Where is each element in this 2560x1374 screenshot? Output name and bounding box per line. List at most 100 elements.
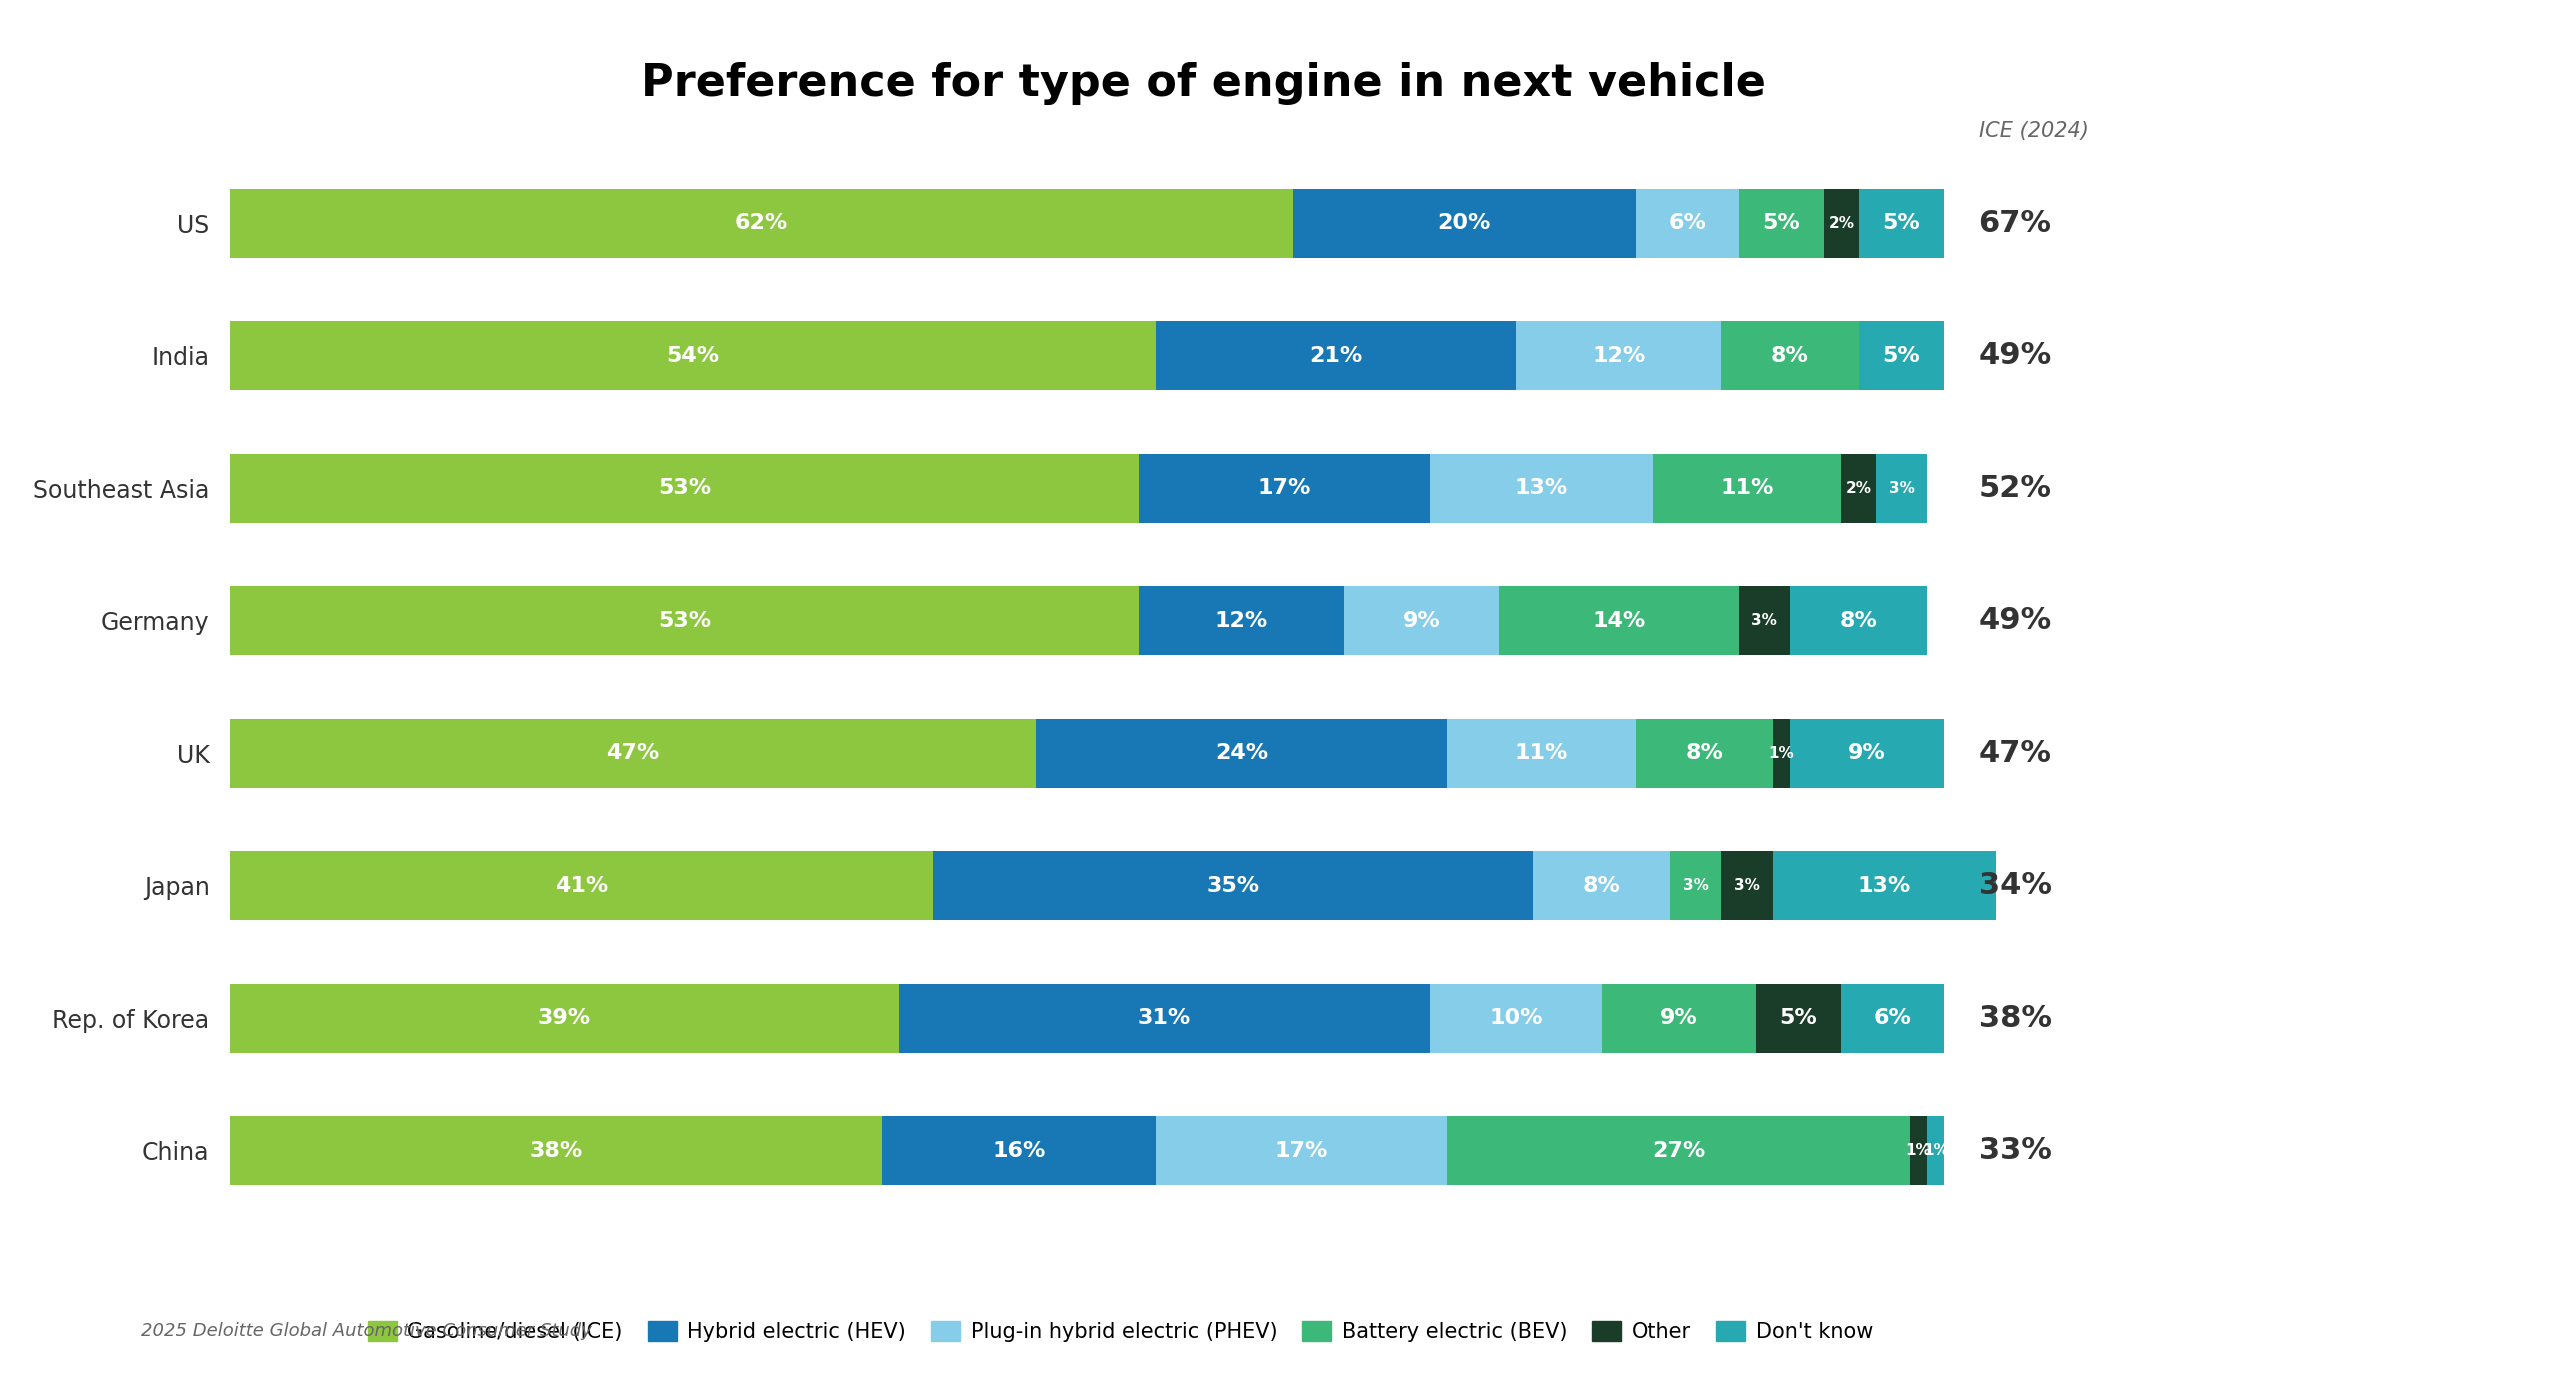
Bar — [1789, 719, 1943, 787]
Bar — [1344, 587, 1498, 655]
Text: 53%: 53% — [658, 478, 712, 499]
Text: 6%: 6% — [1669, 213, 1705, 234]
Bar — [1293, 190, 1636, 258]
Bar — [1037, 719, 1446, 787]
Text: 8%: 8% — [1582, 875, 1620, 896]
Text: Preference for type of engine in next vehicle: Preference for type of engine in next ve… — [640, 62, 1766, 104]
Bar — [881, 1116, 1157, 1184]
Text: 17%: 17% — [1275, 1140, 1329, 1161]
Text: 53%: 53% — [658, 611, 712, 631]
Text: 17%: 17% — [1257, 478, 1311, 499]
Bar — [230, 719, 1037, 787]
Text: 52%: 52% — [1979, 474, 2051, 503]
Bar — [1841, 984, 1943, 1052]
Text: 11%: 11% — [1720, 478, 1774, 499]
Text: 9%: 9% — [1659, 1009, 1697, 1028]
Bar — [230, 852, 932, 921]
Bar — [230, 984, 899, 1052]
Text: 11%: 11% — [1516, 743, 1569, 763]
Text: 6%: 6% — [1874, 1009, 1912, 1028]
Bar — [1756, 984, 1841, 1052]
Bar — [1431, 984, 1603, 1052]
Text: 1%: 1% — [1769, 746, 1795, 761]
Text: 67%: 67% — [1979, 209, 2051, 238]
Text: 12%: 12% — [1216, 611, 1267, 631]
Legend: Gasoline/diesel (ICE), Hybrid electric (HEV), Plug-in hybrid electric (PHEV), Ba: Gasoline/diesel (ICE), Hybrid electric (… — [358, 1314, 1882, 1351]
Bar — [230, 453, 1139, 522]
Bar — [230, 322, 1157, 390]
Text: 20%: 20% — [1439, 213, 1490, 234]
Bar — [932, 852, 1533, 921]
Bar — [1720, 322, 1859, 390]
Bar — [1859, 190, 1943, 258]
Bar — [1139, 453, 1431, 522]
Text: 9%: 9% — [1848, 743, 1887, 763]
Text: 41%: 41% — [556, 875, 609, 896]
Text: 5%: 5% — [1882, 213, 1920, 234]
Text: 47%: 47% — [607, 743, 660, 763]
Bar — [1720, 852, 1774, 921]
Bar — [1738, 587, 1789, 655]
Bar — [1498, 587, 1738, 655]
Text: ICE (2024): ICE (2024) — [1979, 121, 2089, 142]
Bar — [1603, 984, 1756, 1052]
Text: 62%: 62% — [735, 213, 788, 234]
Text: 39%: 39% — [538, 1009, 591, 1028]
Bar — [1859, 322, 1943, 390]
Text: 8%: 8% — [1684, 743, 1723, 763]
Text: 34%: 34% — [1979, 871, 2051, 900]
Text: 13%: 13% — [1859, 875, 1910, 896]
Text: 27%: 27% — [1651, 1140, 1705, 1161]
Bar — [1789, 587, 1928, 655]
Text: 2%: 2% — [1828, 216, 1853, 231]
Text: 38%: 38% — [530, 1140, 584, 1161]
Bar — [1636, 190, 1738, 258]
Text: 1%: 1% — [1905, 1143, 1930, 1158]
Bar — [230, 1116, 881, 1184]
Text: 54%: 54% — [666, 346, 719, 365]
Text: 9%: 9% — [1403, 611, 1441, 631]
Text: 33%: 33% — [1979, 1136, 2051, 1165]
Text: 24%: 24% — [1216, 743, 1267, 763]
Bar — [899, 984, 1431, 1052]
Text: 49%: 49% — [1979, 341, 2051, 371]
Bar — [1446, 1116, 1910, 1184]
Bar — [1774, 852, 1997, 921]
Text: 35%: 35% — [1206, 875, 1260, 896]
Bar — [1636, 719, 1774, 787]
Bar — [1876, 453, 1928, 522]
Bar — [1825, 190, 1859, 258]
Text: 10%: 10% — [1490, 1009, 1544, 1028]
Text: 13%: 13% — [1516, 478, 1569, 499]
Text: 3%: 3% — [1682, 878, 1708, 893]
Bar — [1928, 1116, 1943, 1184]
Bar — [1654, 453, 1841, 522]
Text: 12%: 12% — [1592, 346, 1646, 365]
Bar — [1910, 1116, 1928, 1184]
Bar — [1738, 190, 1825, 258]
Text: 31%: 31% — [1137, 1009, 1190, 1028]
Text: 16%: 16% — [993, 1140, 1044, 1161]
Text: 5%: 5% — [1882, 346, 1920, 365]
Bar — [1139, 587, 1344, 655]
Text: 3%: 3% — [1889, 481, 1915, 496]
Text: 21%: 21% — [1308, 346, 1362, 365]
Bar — [230, 190, 1293, 258]
Text: 1%: 1% — [1923, 1143, 1948, 1158]
Text: 49%: 49% — [1979, 606, 2051, 635]
Text: 2%: 2% — [1846, 481, 1871, 496]
Bar — [1157, 322, 1516, 390]
Bar — [1431, 453, 1654, 522]
Text: 3%: 3% — [1751, 613, 1777, 628]
Text: 14%: 14% — [1592, 611, 1646, 631]
Bar — [1446, 719, 1636, 787]
Text: 3%: 3% — [1733, 878, 1761, 893]
Text: 47%: 47% — [1979, 739, 2051, 768]
Text: 8%: 8% — [1841, 611, 1876, 631]
Text: 38%: 38% — [1979, 1003, 2051, 1033]
Bar — [1669, 852, 1720, 921]
Bar — [1157, 1116, 1446, 1184]
Bar — [1774, 719, 1789, 787]
Bar — [1516, 322, 1720, 390]
Text: 8%: 8% — [1772, 346, 1810, 365]
